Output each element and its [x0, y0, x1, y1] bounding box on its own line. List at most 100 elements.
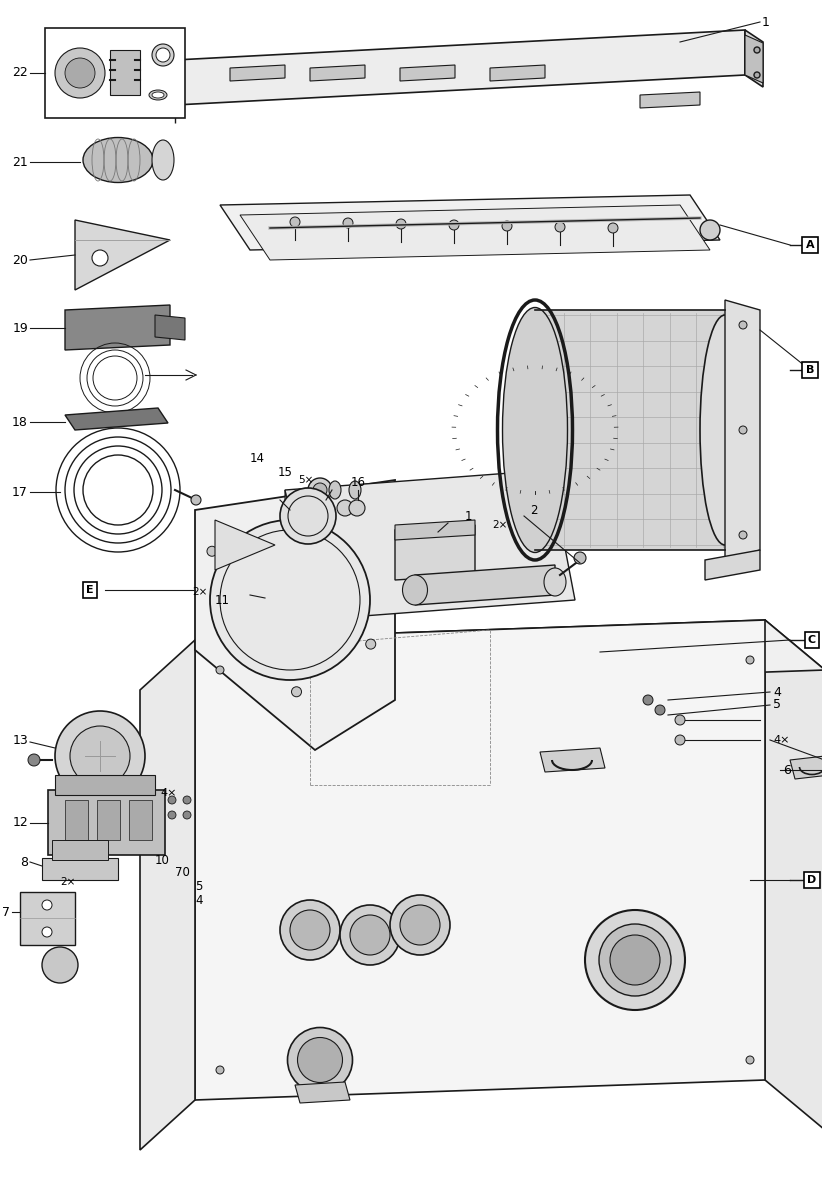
Polygon shape — [215, 520, 275, 570]
Circle shape — [216, 666, 224, 674]
Ellipse shape — [507, 310, 562, 550]
Polygon shape — [65, 800, 88, 840]
Circle shape — [675, 715, 685, 725]
Polygon shape — [790, 756, 822, 779]
Text: 12: 12 — [12, 816, 28, 829]
Polygon shape — [155, 314, 185, 340]
Polygon shape — [97, 800, 120, 840]
Polygon shape — [295, 1082, 350, 1103]
Text: 17: 17 — [12, 486, 28, 498]
Circle shape — [308, 478, 332, 502]
Polygon shape — [310, 65, 365, 80]
Circle shape — [42, 900, 52, 910]
Polygon shape — [745, 35, 763, 83]
Circle shape — [292, 686, 302, 697]
Circle shape — [643, 695, 653, 704]
Circle shape — [42, 947, 78, 983]
Text: 4: 4 — [773, 685, 781, 698]
Circle shape — [65, 58, 95, 88]
Polygon shape — [195, 480, 395, 750]
Polygon shape — [48, 790, 165, 854]
Ellipse shape — [585, 910, 685, 1010]
Text: 7: 7 — [2, 906, 10, 918]
Ellipse shape — [329, 481, 341, 499]
Ellipse shape — [152, 92, 164, 98]
Ellipse shape — [152, 140, 174, 180]
Circle shape — [349, 500, 365, 516]
Text: 2×: 2× — [60, 877, 76, 887]
Polygon shape — [395, 526, 475, 580]
Text: 20: 20 — [12, 253, 28, 266]
Circle shape — [55, 710, 145, 802]
Polygon shape — [65, 305, 170, 350]
Circle shape — [574, 552, 586, 564]
Text: 1: 1 — [762, 16, 770, 29]
Text: 70: 70 — [175, 865, 190, 878]
Ellipse shape — [502, 307, 567, 552]
Text: 4×: 4× — [160, 788, 177, 798]
Circle shape — [608, 223, 618, 233]
Text: 22: 22 — [12, 66, 28, 79]
Text: 19: 19 — [12, 322, 28, 335]
Text: 8: 8 — [20, 856, 28, 869]
Polygon shape — [240, 205, 710, 260]
Polygon shape — [42, 858, 118, 880]
Ellipse shape — [403, 575, 427, 605]
Ellipse shape — [390, 895, 450, 955]
Circle shape — [313, 482, 327, 497]
Ellipse shape — [280, 900, 340, 960]
Circle shape — [290, 217, 300, 227]
Polygon shape — [55, 775, 155, 794]
Text: B: B — [806, 365, 814, 374]
Circle shape — [168, 796, 176, 804]
Text: 15: 15 — [278, 466, 293, 479]
Circle shape — [655, 704, 665, 715]
Text: 14: 14 — [250, 451, 265, 464]
Circle shape — [191, 494, 201, 505]
Polygon shape — [285, 490, 310, 650]
Text: 4: 4 — [195, 894, 202, 906]
Ellipse shape — [149, 90, 167, 100]
Circle shape — [754, 72, 760, 78]
Polygon shape — [640, 92, 700, 108]
Circle shape — [311, 506, 321, 517]
Circle shape — [366, 640, 376, 649]
Polygon shape — [540, 748, 605, 772]
Polygon shape — [175, 30, 745, 104]
Circle shape — [28, 754, 40, 766]
Polygon shape — [45, 28, 185, 118]
Polygon shape — [110, 50, 140, 95]
Ellipse shape — [340, 905, 400, 965]
Polygon shape — [705, 550, 760, 580]
Polygon shape — [75, 220, 170, 290]
Circle shape — [70, 726, 130, 786]
Circle shape — [343, 218, 353, 228]
Circle shape — [280, 488, 336, 544]
Circle shape — [396, 218, 406, 229]
Circle shape — [555, 222, 565, 232]
Ellipse shape — [349, 481, 361, 499]
Ellipse shape — [400, 905, 440, 946]
Polygon shape — [395, 520, 475, 540]
Text: A: A — [806, 240, 815, 250]
Circle shape — [746, 656, 754, 664]
Circle shape — [746, 1056, 754, 1064]
Ellipse shape — [700, 314, 750, 545]
Text: 13: 13 — [12, 733, 28, 746]
Text: 5: 5 — [773, 698, 781, 712]
Circle shape — [207, 546, 217, 557]
Circle shape — [739, 530, 747, 539]
Ellipse shape — [288, 1027, 353, 1092]
Text: 2: 2 — [530, 504, 538, 516]
Circle shape — [337, 500, 353, 516]
Circle shape — [183, 811, 191, 818]
Text: D: D — [807, 875, 816, 886]
Polygon shape — [765, 620, 822, 1130]
Circle shape — [700, 220, 720, 240]
Circle shape — [754, 47, 760, 53]
Circle shape — [92, 250, 108, 266]
Text: C: C — [808, 635, 816, 646]
Ellipse shape — [350, 914, 390, 955]
Circle shape — [183, 796, 191, 804]
Polygon shape — [535, 310, 725, 550]
